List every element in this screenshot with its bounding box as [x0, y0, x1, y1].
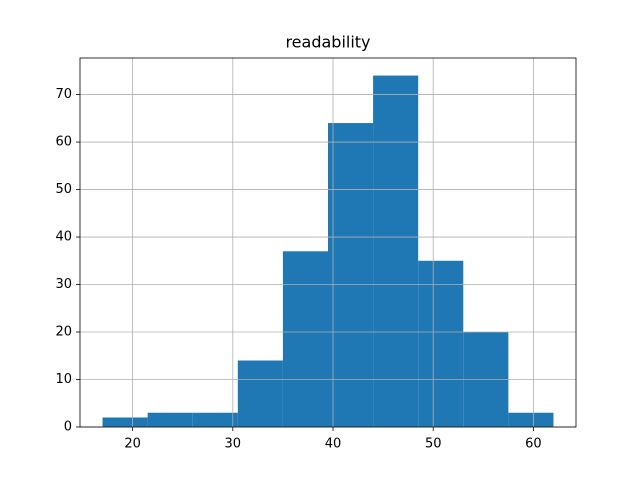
chart-title: readability	[285, 33, 370, 52]
x-tick-label: 30	[225, 437, 242, 452]
x-tick-label: 60	[525, 437, 542, 452]
bar	[418, 260, 464, 427]
y-tick-label: 0	[64, 420, 72, 435]
bar	[147, 412, 193, 427]
bar	[508, 412, 554, 427]
y-tick-label: 50	[55, 182, 72, 197]
bar	[282, 251, 328, 427]
y-tick-label: 60	[55, 135, 72, 150]
y-tick-label: 70	[55, 87, 72, 102]
bar	[102, 417, 148, 427]
y-tick-label: 10	[55, 372, 72, 387]
y-tick-label: 20	[55, 325, 72, 340]
axes-frame	[79, 57, 577, 428]
x-tick-label: 40	[325, 437, 342, 452]
y-tick-label: 40	[55, 230, 72, 245]
bar	[192, 412, 238, 427]
bar	[328, 123, 374, 428]
x-tick-label: 50	[425, 437, 442, 452]
bar	[237, 360, 283, 427]
x-tick-label: 20	[124, 437, 141, 452]
y-tick-label: 30	[55, 277, 72, 292]
bar	[373, 75, 419, 428]
